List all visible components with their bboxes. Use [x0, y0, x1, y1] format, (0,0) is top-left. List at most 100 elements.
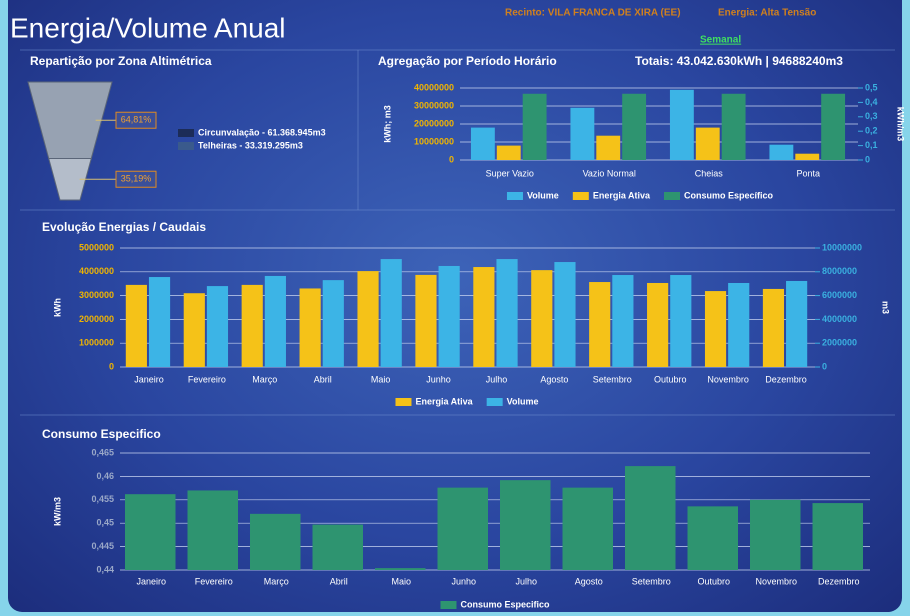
bar [669, 89, 694, 160]
x-tick-label: Outubro [697, 576, 730, 586]
panel-title: Agregação por Período Horário [378, 54, 557, 68]
bar [812, 503, 863, 570]
y-tick-label: 1000000 [79, 338, 114, 348]
legend-swatch [440, 601, 457, 609]
bar [496, 259, 518, 367]
x-tick-label: Janeiro [134, 374, 164, 384]
bar [570, 107, 595, 160]
y-tick-label: 0,46 [96, 471, 114, 481]
x-tick-label: Março [252, 374, 277, 384]
bar [299, 288, 321, 367]
x-tick-label: Cheias [695, 168, 724, 178]
x-tick-label: Maio [371, 374, 391, 384]
y2-tick-label: 0,3 [865, 111, 878, 121]
legend-label: Energia Ativa [593, 190, 651, 200]
bar [762, 288, 785, 367]
y2-tick-label: 0 [865, 154, 870, 164]
y-axis-label: kW/m3 [52, 497, 62, 526]
x-tick-label: Abril [314, 374, 332, 384]
bar [562, 487, 613, 570]
x-tick-label: Ponta [796, 168, 820, 178]
bar [187, 490, 238, 570]
y-tick-label: 2000000 [79, 314, 114, 324]
bar [704, 291, 727, 367]
bar [312, 524, 363, 570]
bar [264, 275, 286, 367]
y2-tick-label: 10000000 [822, 242, 862, 252]
label-box [115, 111, 157, 129]
legend-swatch [395, 398, 412, 406]
bar [380, 259, 402, 367]
legend: Volume Energia Ativa Consumo Específico [506, 190, 774, 200]
x-tick-label: Outubro [654, 374, 687, 384]
legend-label: Volume [527, 190, 559, 200]
y2-tick-label: 6000000 [822, 290, 857, 300]
x-tick-label: Agosto [575, 576, 603, 586]
x-tick-label: Dezembro [818, 576, 860, 586]
x-tick-label: Fevereiro [188, 374, 226, 384]
y-tick-label: 4000000 [79, 266, 114, 276]
bar [795, 153, 820, 160]
legend: Energia Ativa Volume [395, 396, 539, 406]
link-semanal[interactable]: Semanal [700, 35, 741, 46]
x-tick-label: Junho [426, 374, 451, 384]
legend-label: Consumo Especifico [460, 599, 550, 609]
bar [438, 265, 460, 367]
bar [183, 293, 205, 367]
y-axis-label: kWh; m3 [382, 105, 392, 143]
legend-label: Telheiras - 33.319.295m3 [198, 140, 303, 150]
y2-tick-label: 0,4 [865, 97, 878, 107]
y-tick-label: 0 [109, 361, 114, 371]
bar [625, 466, 676, 570]
y-tick-label: 0,455 [91, 494, 114, 504]
x-tick-label: Agosto [540, 374, 568, 384]
bar [728, 282, 750, 367]
funnel-segment [48, 157, 92, 201]
panel-subtitle: Totais: 43.042.630kWh | 94688240m3 [635, 54, 843, 68]
bar [695, 127, 720, 160]
legend-label: Volume [507, 396, 539, 406]
bar [470, 127, 495, 160]
bar [554, 262, 576, 367]
y-tick-label: 0,45 [96, 518, 114, 528]
x-tick-label: Março [264, 576, 289, 586]
x-tick-label: Julho [486, 374, 508, 384]
y-axis-label: kWh [52, 298, 62, 317]
y2-tick-label: 0 [822, 361, 827, 371]
bar [148, 277, 171, 367]
bar [125, 494, 176, 570]
x-tick-label: Junho [451, 576, 476, 586]
legend: Consumo Especifico [440, 599, 550, 609]
bar [670, 275, 692, 367]
bar [750, 499, 801, 570]
recinto: Recinto: VILA FRANCA DE XIRA (EE) [505, 8, 681, 19]
x-tick-label: Janeiro [136, 576, 166, 586]
legend-swatch [486, 398, 503, 406]
y-tick-label: 0,44 [96, 564, 114, 574]
panel-title: Repartição por Zona Altimétrica [30, 54, 212, 68]
x-tick-label: Setembro [632, 576, 671, 586]
bar [437, 487, 488, 570]
bar [357, 271, 379, 367]
bar [821, 93, 846, 160]
legend-swatch [506, 192, 523, 200]
x-tick-label: Dezembro [765, 374, 807, 384]
bar [786, 280, 808, 367]
bar [125, 284, 147, 367]
bar [721, 93, 746, 160]
bar [415, 274, 437, 367]
y-tick-label: 0 [449, 154, 454, 164]
bar [596, 135, 621, 160]
legend-label: Circunvalação - 61.368.945m3 [198, 127, 326, 137]
y-tick-label: 0,445 [91, 541, 114, 551]
y-tick-label: 5000000 [79, 242, 114, 252]
x-tick-label: Maio [391, 576, 411, 586]
bar [522, 93, 547, 160]
bar [769, 144, 794, 160]
bar [250, 513, 301, 570]
y-tick-label: 0,465 [91, 447, 114, 457]
funnel-label: 35,19% [121, 174, 152, 184]
y2-tick-label: 8000000 [822, 266, 857, 276]
